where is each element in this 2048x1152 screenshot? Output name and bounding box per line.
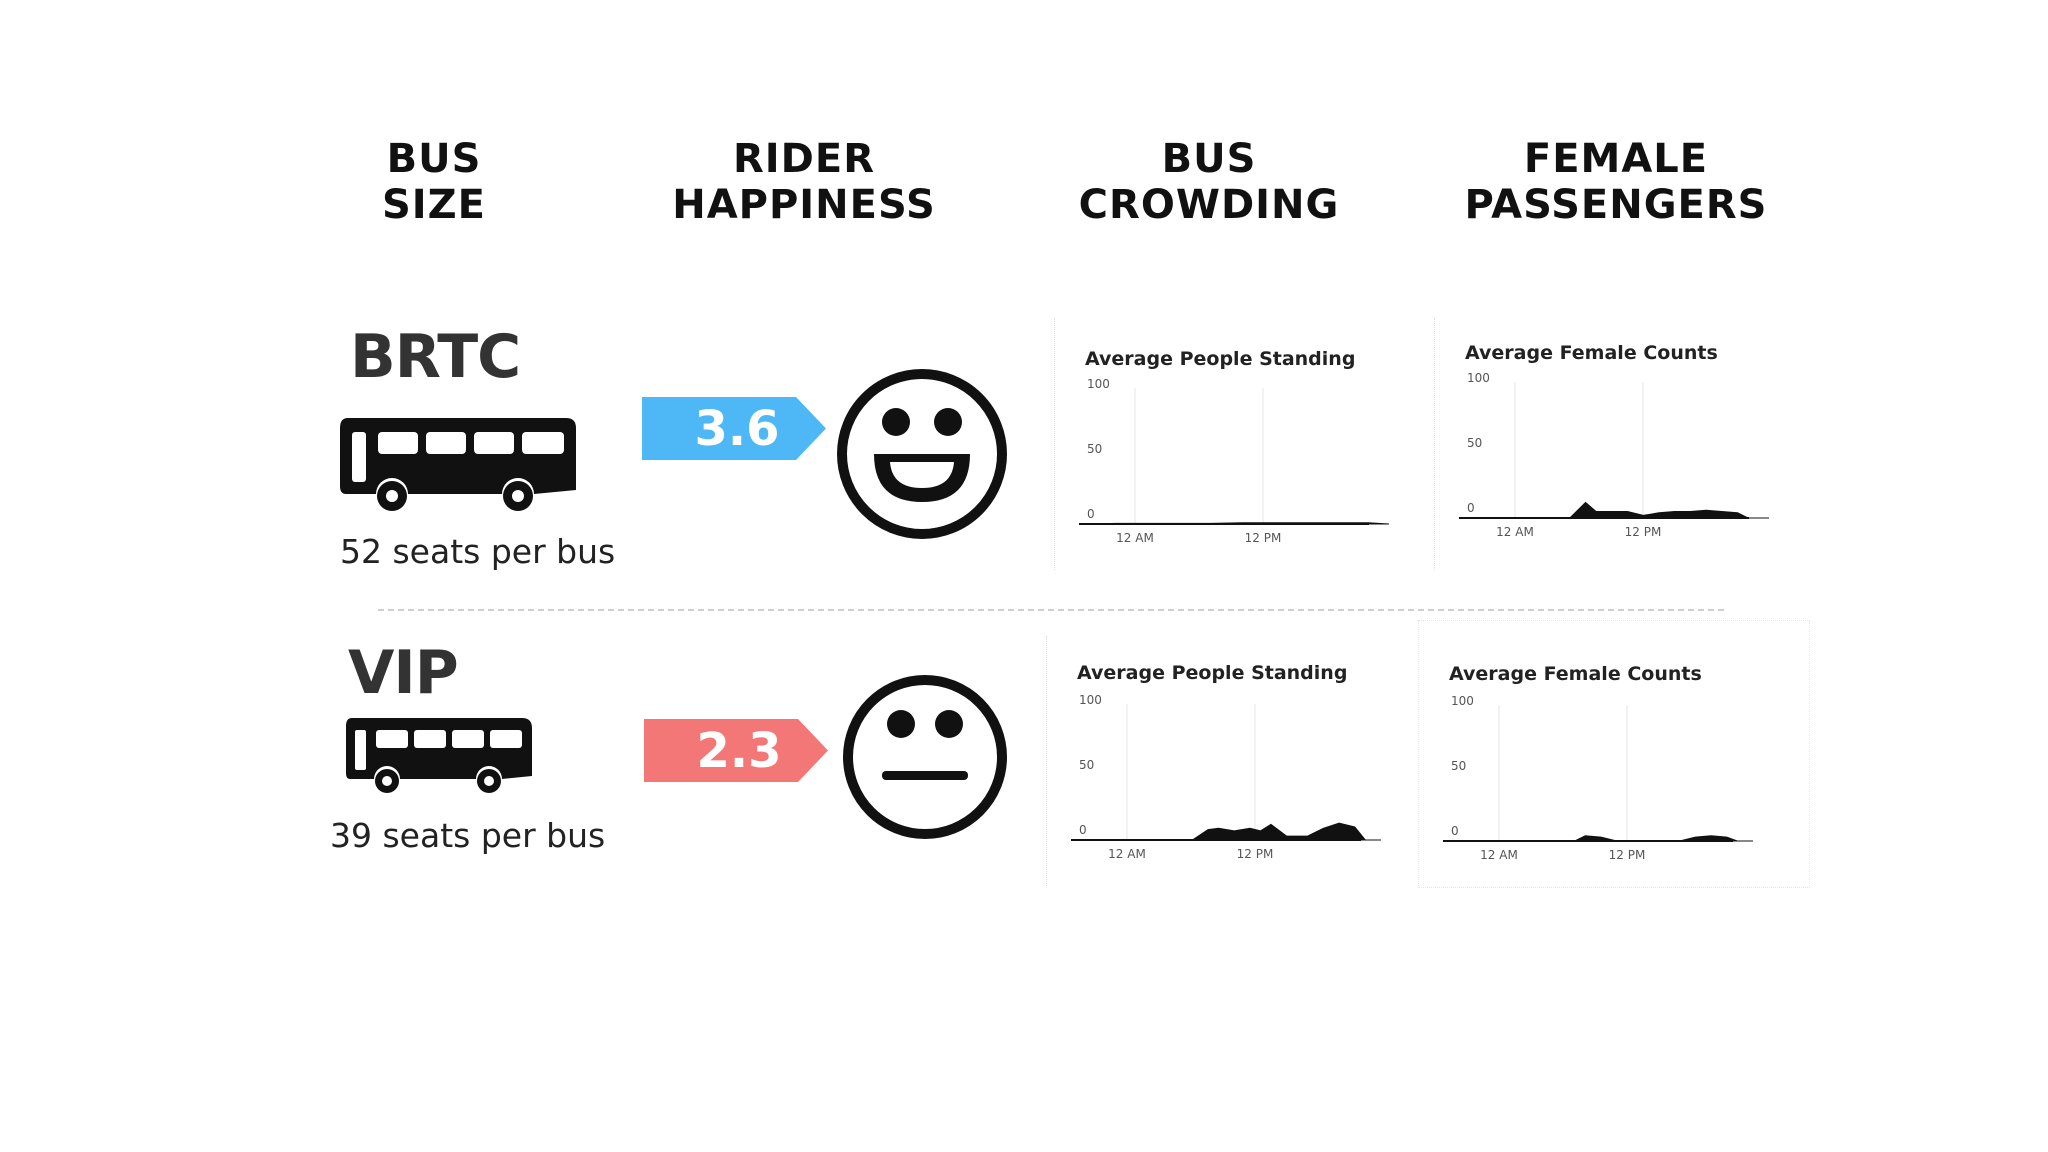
chart-title: Average Female Counts <box>1449 663 1702 685</box>
bus-name-vip: VIP <box>348 638 459 708</box>
chart-female-counts-vip: 100 50 0 12 AM 12 PM <box>1443 694 1753 862</box>
rating-value-vip: 2.3 <box>696 722 782 779</box>
header-bus-crowding-line2: CROWDING <box>1078 182 1340 228</box>
x-tick-label: 12 AM <box>1116 531 1154 545</box>
header-rider-happiness-line2: HAPPINESS <box>672 182 936 228</box>
area-series <box>1465 501 1769 519</box>
y-tick-label: 0 <box>1079 823 1087 837</box>
chart-panel-vip-female: Average Female Counts 100 50 0 12 AM 12 PM <box>1418 620 1810 888</box>
rating-badge-brtc: 3.6 <box>642 397 826 460</box>
header-bus-size-line2: SIZE <box>381 182 487 228</box>
y-tick-label: 0 <box>1467 501 1475 515</box>
area-series <box>1077 822 1381 841</box>
row-divider <box>378 609 1724 611</box>
chart-female-counts-brtc: 100 50 0 12 AM 12 PM <box>1459 371 1769 539</box>
header-bus-size: BUS SIZE <box>382 136 486 228</box>
header-rider-happiness: RIDER HAPPINESS <box>672 136 936 228</box>
bus-name-brtc: BRTC <box>350 322 521 392</box>
rating-arrow-shape <box>644 719 828 782</box>
y-tick-label: 100 <box>1451 694 1474 708</box>
chart-people-standing-brtc: 100 50 0 12 AM 12 PM <box>1079 377 1390 545</box>
y-tick-label: 50 <box>1079 758 1094 772</box>
rating-value-brtc: 3.6 <box>694 400 780 457</box>
chart-title: Average People Standing <box>1077 662 1348 684</box>
chart-title: Average People Standing <box>1085 348 1356 370</box>
chart-people-standing-vip: 100 50 0 12 AM 12 PM <box>1071 693 1381 861</box>
y-tick-label: 100 <box>1467 371 1490 385</box>
header-female-passengers-line2: PASSENGERS <box>1464 182 1768 228</box>
header-female-passengers: FEMALE PASSENGERS <box>1465 136 1768 228</box>
y-tick-label: 0 <box>1451 824 1459 838</box>
x-tick-label: 12 AM <box>1480 848 1518 862</box>
header-rider-happiness-line1: RIDER <box>732 136 876 182</box>
bus-icon <box>340 418 576 511</box>
chart-panel-vip-standing: Average People Standing 100 50 0 12 AM 12 PM <box>1046 636 1387 886</box>
header-bus-crowding: BUS CROWDING <box>1079 136 1340 228</box>
bus-icon <box>346 718 532 793</box>
y-tick-label: 50 <box>1451 759 1466 773</box>
x-tick-label: 12 PM <box>1237 847 1274 861</box>
y-tick-label: 100 <box>1079 693 1102 707</box>
y-tick-label: 50 <box>1087 442 1102 456</box>
smiling-face-icon <box>837 369 1007 539</box>
x-tick-label: 12 AM <box>1496 525 1534 539</box>
x-tick-label: 12 PM <box>1625 525 1662 539</box>
chart-title: Average Female Counts <box>1465 342 1718 364</box>
x-tick-label: 12 PM <box>1609 848 1646 862</box>
seats-per-bus-brtc: 52 seats per bus <box>340 532 616 571</box>
x-tick-label: 12 AM <box>1108 847 1146 861</box>
y-tick-label: 50 <box>1467 436 1482 450</box>
rating-badge-vip: 2.3 <box>644 719 828 782</box>
y-tick-label: 0 <box>1087 507 1095 521</box>
chart-panel-brtc-standing: Average People Standing 100 50 0 12 AM 12 PM <box>1054 318 1395 570</box>
y-tick-label: 100 <box>1087 377 1110 391</box>
header-bus-crowding-line1: BUS <box>1161 136 1257 182</box>
seats-per-bus-vip: 39 seats per bus <box>330 816 606 855</box>
chart-panel-brtc-female: Average Female Counts 100 50 0 12 AM 12 PM <box>1434 318 1775 570</box>
header-female-passengers-line1: FEMALE <box>1523 136 1709 182</box>
rating-arrow-shape <box>642 397 826 460</box>
neutral-face-icon <box>843 675 1007 839</box>
header-bus-size-line1: BUS <box>386 136 482 182</box>
x-tick-label: 12 PM <box>1245 531 1282 545</box>
